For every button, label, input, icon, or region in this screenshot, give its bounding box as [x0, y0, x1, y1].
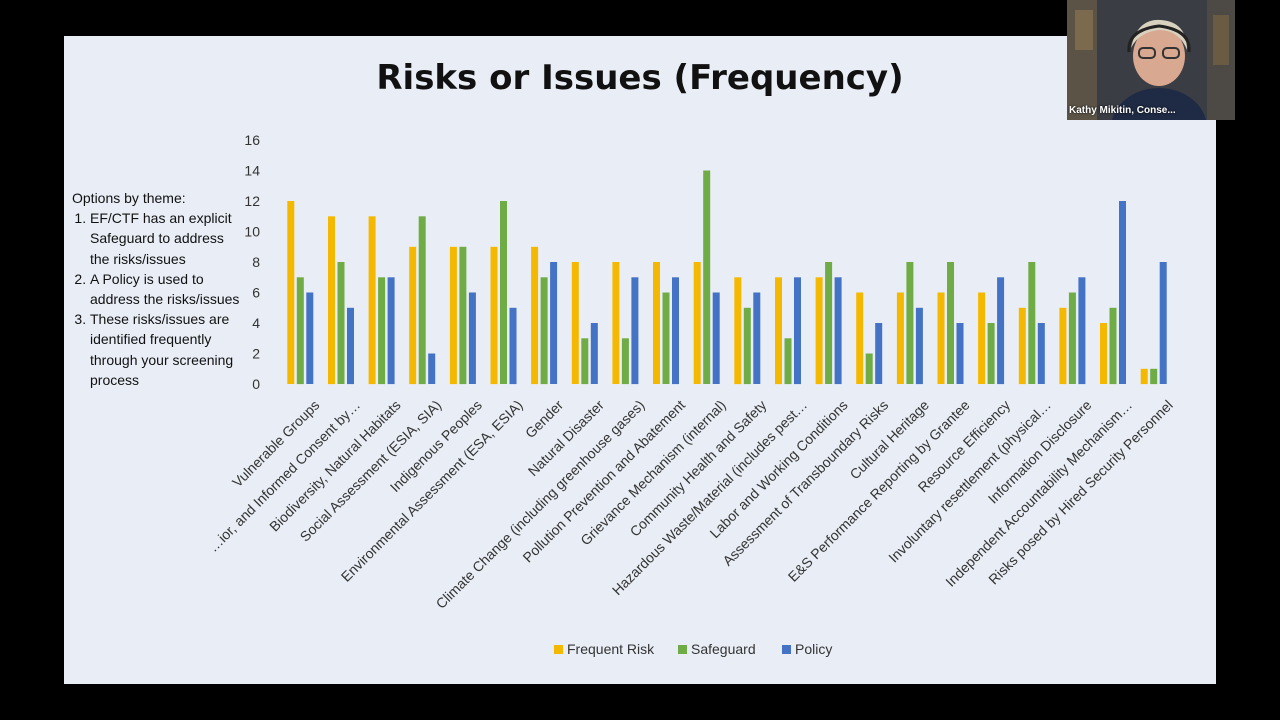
y-tick-label: 8 [252, 254, 260, 270]
bar-frequent-risk [531, 246, 539, 385]
bar-safeguard [947, 262, 954, 384]
bar-safeguard [1150, 368, 1158, 385]
y-tick-label: 4 [252, 315, 260, 331]
bar-policy [997, 277, 1005, 385]
bar-safeguard [418, 216, 426, 385]
bar-frequent-risk [1018, 307, 1026, 385]
bar-policy [1159, 262, 1167, 384]
bar-frequent-risk [1100, 323, 1107, 384]
y-axis: 0 2 4 6 8 10 12 14 16 [244, 132, 260, 392]
bar-policy [468, 292, 476, 384]
bar-frequent-risk [856, 292, 864, 384]
bar-safeguard [1068, 292, 1076, 384]
option-item: A Policy is used to address the risks/is… [90, 269, 247, 309]
bars [287, 170, 1167, 385]
options-list: EF/CTF has an explicit Safeguard to addr… [72, 208, 247, 390]
participant-name: Kathy Mikitin, Conse... [1069, 105, 1176, 116]
bar-frequent-risk [734, 277, 742, 385]
option-item: EF/CTF has an explicit Safeguard to addr… [90, 208, 247, 269]
bar-policy [1037, 323, 1045, 384]
bar-chart: 0 2 4 6 8 10 12 14 16 Vulnerable Groups…ior, and… [205, 132, 1176, 657]
bar-safeguard [621, 338, 629, 385]
bar-safeguard [784, 338, 792, 385]
bar-safeguard [581, 338, 589, 385]
bar-frequent-risk [287, 201, 295, 384]
bar-safeguard [825, 262, 833, 384]
y-tick-label: 6 [252, 285, 260, 301]
bar-policy [834, 277, 842, 385]
legend-swatch [678, 645, 687, 654]
bar-safeguard [865, 353, 873, 384]
bar-frequent-risk [815, 277, 823, 385]
bar-policy [915, 307, 923, 385]
bar-frequent-risk [328, 216, 335, 385]
bar-frequent-risk [653, 262, 660, 384]
y-tick-label: 12 [244, 193, 260, 209]
bar-frequent-risk [368, 216, 376, 385]
bar-policy [428, 353, 436, 384]
bar-policy [753, 292, 761, 384]
y-tick-label: 10 [244, 224, 260, 240]
bar-safeguard [337, 262, 345, 384]
y-tick-label: 14 [244, 163, 260, 179]
x-tick-label: Independent Accountability Mechanism… [942, 397, 1135, 590]
bar-frequent-risk [978, 292, 986, 384]
bar-frequent-risk [1140, 368, 1148, 385]
legend-swatch [782, 645, 791, 654]
bar-safeguard [987, 323, 995, 384]
bar-frequent-risk [490, 246, 498, 385]
bar-policy [590, 323, 598, 384]
y-tick-label: 16 [244, 132, 260, 148]
bar-frequent-risk [571, 262, 579, 384]
legend: Frequent Risk Safeguard Policy [554, 641, 832, 657]
bar-policy [712, 292, 720, 384]
bar-safeguard [703, 170, 711, 384]
bar-policy [306, 292, 314, 384]
bar-policy [794, 277, 801, 385]
bar-policy [509, 307, 517, 385]
bar-frequent-risk [449, 246, 457, 385]
x-tick-label: …ior, and Informed Consent by… [205, 397, 363, 555]
bar-safeguard [378, 277, 386, 385]
bar-safeguard [906, 262, 914, 384]
x-axis: Vulnerable Groups…ior, and Informed Cons… [205, 397, 1176, 612]
legend-swatch [554, 645, 563, 654]
bar-frequent-risk [693, 262, 701, 384]
options-note: Options by theme: EF/CTF has an explicit… [72, 188, 247, 390]
bar-policy [347, 307, 354, 385]
bar-policy [1078, 277, 1086, 385]
bar-policy [550, 262, 558, 384]
slide: Risks or Issues (Frequency) Options by t… [64, 36, 1216, 684]
legend-label: Safeguard [691, 641, 756, 657]
bar-policy [875, 323, 883, 384]
bar-safeguard [662, 292, 670, 384]
bar-safeguard [1028, 262, 1036, 384]
bar-frequent-risk [896, 292, 904, 384]
bar-safeguard [1109, 307, 1117, 385]
legend-label: Policy [795, 641, 832, 657]
bar-frequent-risk [775, 277, 782, 385]
bar-policy [672, 277, 679, 385]
y-tick-label: 2 [252, 346, 260, 362]
participant-video-tile[interactable]: Kathy Mikitin, Conse... [1067, 0, 1235, 120]
bar-frequent-risk [937, 292, 945, 384]
bar-safeguard [296, 277, 304, 385]
bar-safeguard [540, 277, 548, 385]
option-item: These risks/issues are identified freque… [90, 309, 247, 390]
bar-frequent-risk [409, 246, 417, 385]
slide-title: Risks or Issues (Frequency) [376, 58, 904, 98]
y-tick-label: 0 [252, 376, 260, 392]
bar-safeguard [500, 201, 507, 384]
bar-policy [631, 277, 639, 385]
bar-safeguard [743, 307, 751, 385]
bar-frequent-risk [612, 262, 620, 384]
bar-policy [1119, 201, 1126, 384]
bar-policy [956, 323, 964, 384]
options-heading: Options by theme: [72, 190, 186, 206]
bar-safeguard [459, 246, 467, 385]
legend-label: Frequent Risk [567, 641, 655, 657]
bar-frequent-risk [1059, 307, 1067, 385]
bar-policy [387, 277, 395, 385]
participant-avatar [1067, 0, 1235, 120]
